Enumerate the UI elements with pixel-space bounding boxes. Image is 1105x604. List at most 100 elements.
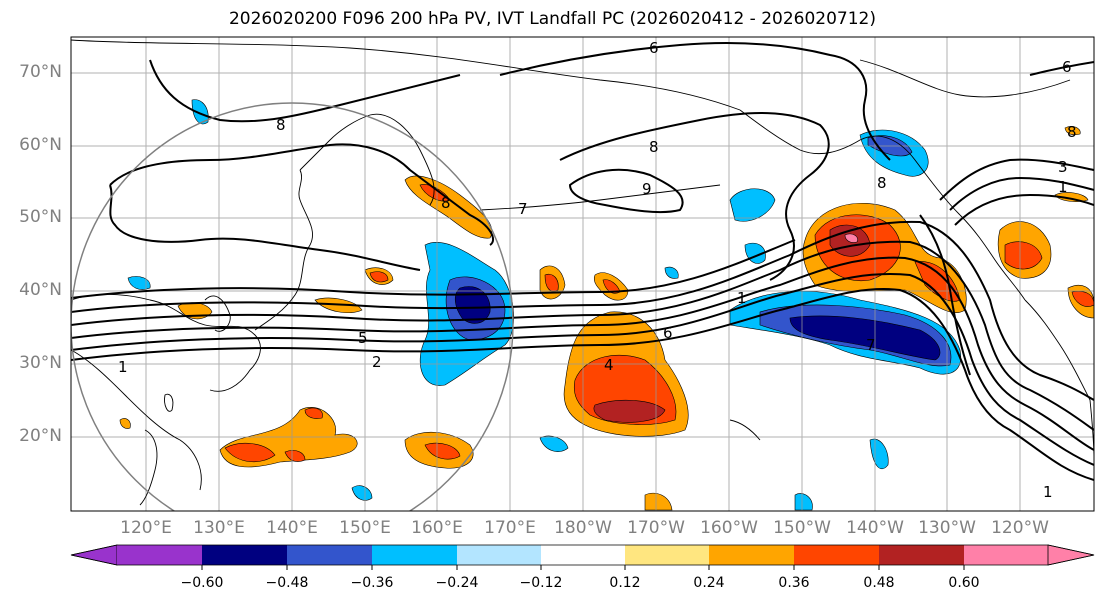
colorbar-extend-high [1047,544,1095,566]
contour-6-top [499,42,891,161]
coast-aleutians [479,184,721,211]
focus-circle [71,102,514,511]
contour-polar-8c [109,184,421,271]
shade-pos-small-1-core [544,273,559,292]
lat-label: 60°N [19,135,62,155]
lat-label: 20°N [19,426,62,446]
lon-label: 140°W [846,518,904,538]
colorbar-segment [964,545,1048,565]
colorbar-tick-label: −0.24 [435,575,479,591]
lon-label: 160°E [411,518,463,538]
coast-bc [959,214,1026,301]
coast-china-south [71,349,202,491]
contour-jet-5 [71,220,1094,401]
map-frame [70,36,1095,512]
shade-pos-west-coast-2-core [1071,291,1094,307]
lon-label: 120°W [991,518,1049,538]
map-title: 2026020200 F096 200 hPa PV, IVT Landfall… [228,9,876,29]
coast-sakhalin [299,114,371,171]
shade-pos-phil-sea-3 [304,407,323,419]
shade-pos-small-9 [1064,126,1081,136]
lon-label: 150°E [339,518,391,538]
contour-label: 3 [1058,158,1068,176]
colorbar-segment [287,545,372,565]
contour-label: 1 [1043,483,1053,501]
colorbar-segment [709,545,794,565]
colorbar [70,544,1095,570]
contour-label: 7 [866,336,876,354]
shade-pos-ne-pacific-peak [844,233,858,243]
contour-polar-8 [149,59,461,123]
lon-label: 180°W [554,518,612,538]
coast-siberia-north [71,39,741,111]
contour-ridge [939,158,1094,201]
colorbar-segment [202,545,287,565]
coast-alaska [739,109,961,216]
contour-label: 1 [737,289,747,307]
colorbar-tick-label: −0.48 [265,575,309,591]
colorbar-segment [372,545,457,565]
colorbar-segment [794,545,879,565]
colorbar-tick-label: −0.12 [519,575,563,591]
coast-asia-east [71,293,261,392]
contour-mid-9 [568,168,684,214]
contour-label: 8 [1067,123,1077,141]
contour-label: 6 [1062,58,1072,76]
shade-pos-phil-sea-core [224,442,276,462]
lon-label: 170°E [484,518,536,538]
contour-label: 8 [877,174,887,192]
shade-pos-small-8 [1054,192,1089,202]
colorbar-segment [879,545,964,565]
lon-label: 130°E [193,518,245,538]
contour-ridge-3 [954,193,1094,226]
contour-label: 4 [604,356,614,374]
contour-label: 9 [642,180,652,198]
colorbar-tick-label: 0.12 [609,575,641,591]
colorbar-tick-label: 0.24 [693,575,725,591]
lat-label: 40°N [19,280,62,300]
contour-label: 6 [663,324,673,342]
contour-jet-1 [71,288,1094,481]
colorbar-outline [70,544,1095,566]
shade-pos-small-3-core [369,271,389,283]
shade-pos-phil-sea-2 [284,450,306,462]
colorbar-tick-label: −0.60 [180,575,224,591]
colorbar-segment [625,545,709,565]
lat-label: 70°N [19,62,62,82]
contour-jet-4 [71,240,1094,431]
contour-label: 1 [1058,178,1068,196]
colorbar-tick-label: −0.36 [350,575,394,591]
coast-canada-inland [859,59,1071,98]
shade-neg-small-3 [539,435,569,452]
shade-neg-small-4 [351,485,373,501]
coast-kamchatka [369,113,435,206]
coast-japan [254,169,313,331]
contour-label: 5 [358,329,368,347]
contour-label: 8 [276,116,286,134]
colorbar-segment [117,545,202,565]
contour-label: 8 [649,138,659,156]
contour-jet-6 [71,239,796,299]
shade-neg-small-8 [664,266,679,279]
contour-label: 2 [372,353,382,371]
contour-label: 1 [118,358,128,376]
lon-label: 160°W [700,518,758,538]
shade-pos-central-pacific-core [593,399,666,423]
colorbar-tick-label: 0.36 [778,575,810,591]
shade-pos-small-7 [119,418,131,429]
contour-trough-west [919,214,971,376]
shade-pos-small-6 [644,492,673,511]
coast-hawaii [729,419,761,441]
pv-contours [71,42,1094,481]
shade-pos-west-coast-core [1004,241,1043,270]
contour-label: 7 [518,200,528,218]
shade-pos-east-of-japan-core [424,442,461,460]
contour-jet-3 [71,256,1094,451]
lon-label: 150°W [773,518,831,538]
contour-mid-8 [559,112,830,281]
lon-label: 140°E [266,518,318,538]
contour-ridge-2 [949,176,1094,211]
colorbar-tick-label: 0.60 [948,575,980,591]
lat-label: 30°N [19,353,62,373]
contour-label: 6 [649,39,659,57]
